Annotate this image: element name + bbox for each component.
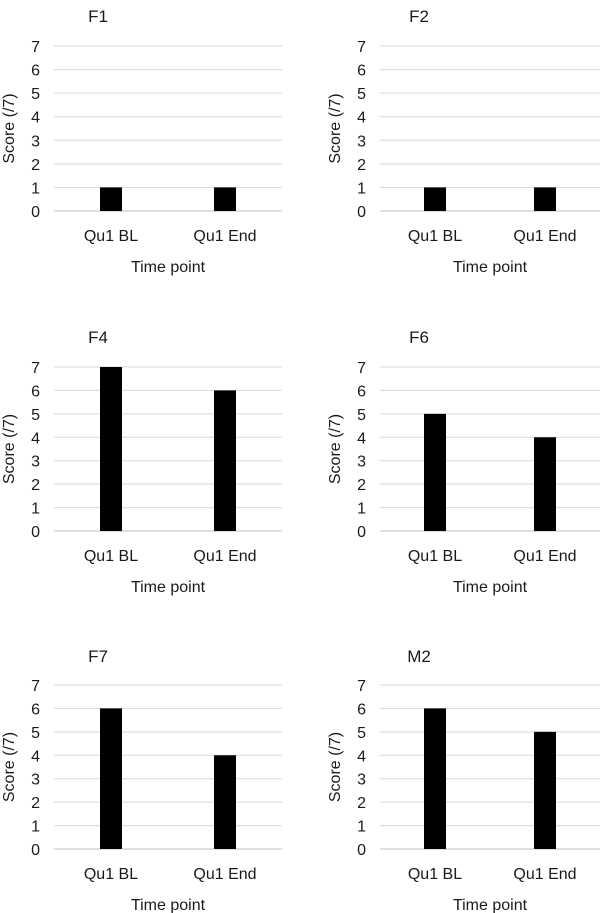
- chart-title: F4: [88, 328, 108, 347]
- bar-qu1-end: [534, 437, 556, 531]
- y-tick-label: 0: [357, 842, 366, 859]
- y-tick-label: 4: [357, 430, 366, 447]
- x-tick-label: Qu1 BL: [408, 228, 462, 245]
- chart-panel-f2: F2 0 1 2 3 4 5 6 7 Qu1 BL Qu1 End Time point Score (…: [327, 7, 600, 276]
- y-tick-label: 5: [31, 725, 40, 742]
- y-tick-label: 4: [31, 110, 40, 127]
- x-tick-label: Qu1 End: [513, 866, 576, 883]
- y-tick-label: 1: [31, 819, 40, 836]
- chart-title: M2: [407, 647, 431, 666]
- bar-qu1-bl: [424, 187, 446, 211]
- y-tick-label: 5: [31, 407, 40, 424]
- x-tick-label: Qu1 BL: [84, 228, 138, 245]
- bar-qu1-end: [534, 731, 556, 849]
- chart-panel-m2: M2 0 1 2 3 4 5 6 7 Qu1 BL Qu1 End Time point Score (…: [327, 647, 600, 913]
- bar-qu1-bl: [100, 708, 122, 849]
- y-tick-label: 2: [31, 795, 40, 812]
- y-tick-label: 5: [357, 725, 366, 742]
- y-tick-label: 0: [31, 204, 40, 221]
- y-tick-label: 4: [31, 430, 40, 447]
- y-tick-label: 4: [357, 748, 366, 765]
- y-tick-label: 7: [31, 678, 40, 695]
- x-tick-label: Qu1 End: [513, 548, 576, 565]
- x-tick-label: Qu1 BL: [408, 866, 462, 883]
- bar-qu1-end: [214, 755, 236, 849]
- y-tick-label: 0: [31, 842, 40, 859]
- y-tick-label: 6: [357, 63, 366, 80]
- x-tick-label: Qu1 End: [513, 228, 576, 245]
- y-axis-label: Score (/7): [327, 93, 344, 163]
- y-tick-label: 4: [31, 748, 40, 765]
- y-tick-label: 5: [31, 86, 40, 103]
- chart-title: F7: [88, 647, 108, 666]
- y-tick-label: 6: [357, 383, 366, 400]
- x-tick-label: Qu1 BL: [408, 548, 462, 565]
- y-tick-label: 0: [357, 204, 366, 221]
- y-tick-label: 3: [357, 772, 366, 789]
- y-tick-label: 7: [31, 360, 40, 377]
- y-tick-label: 1: [31, 180, 40, 197]
- x-axis-label: Time point: [131, 259, 206, 276]
- bar-qu1-end: [214, 187, 236, 211]
- y-tick-label: 7: [357, 39, 366, 56]
- y-tick-label: 1: [31, 501, 40, 518]
- y-tick-label: 0: [31, 524, 40, 541]
- y-tick-label: 7: [357, 678, 366, 695]
- bar-qu1-end: [534, 187, 556, 211]
- y-tick-label: 1: [357, 180, 366, 197]
- y-tick-label: 5: [357, 407, 366, 424]
- y-axis-label: Score (/7): [1, 93, 18, 163]
- y-tick-label: 2: [357, 157, 366, 174]
- chart-panel-f7: F7 0 1 2 3 4 5 6 7 Qu1 BL Qu1 End Time point Score (…: [1, 647, 282, 913]
- chart-title: F1: [88, 7, 108, 26]
- y-axis-label: Score (/7): [327, 732, 344, 802]
- y-tick-label: 3: [31, 772, 40, 789]
- y-tick-label: 0: [357, 524, 366, 541]
- y-axis-label: Score (/7): [1, 414, 18, 484]
- y-tick-label: 2: [31, 157, 40, 174]
- y-tick-label: 1: [357, 501, 366, 518]
- x-axis-label: Time point: [453, 897, 528, 913]
- y-tick-label: 6: [31, 701, 40, 718]
- bar-qu1-bl: [424, 708, 446, 849]
- y-tick-label: 6: [357, 701, 366, 718]
- y-tick-label: 3: [31, 133, 40, 150]
- x-axis-label: Time point: [453, 579, 528, 596]
- chart-title: F2: [409, 7, 429, 26]
- chart-panel-f4: F4 0 1 2 3 4 5 6 7 Qu1 BL Qu1 End Time point Score (…: [1, 328, 282, 596]
- y-tick-label: 3: [357, 454, 366, 471]
- y-tick-label: 2: [31, 477, 40, 494]
- y-tick-label: 3: [357, 133, 366, 150]
- y-tick-label: 7: [357, 360, 366, 377]
- y-tick-label: 6: [31, 383, 40, 400]
- x-axis-label: Time point: [131, 579, 206, 596]
- chart-panel-f6: F6 0 1 2 3 4 5 6 7 Qu1 BL Qu1 End Time point Score (…: [327, 328, 600, 596]
- y-axis-label: Score (/7): [1, 732, 18, 802]
- y-tick-label: 2: [357, 795, 366, 812]
- bar-qu1-end: [214, 390, 236, 531]
- y-tick-label: 4: [357, 110, 366, 127]
- y-tick-label: 6: [31, 63, 40, 80]
- x-axis-label: Time point: [453, 259, 528, 276]
- y-axis-label: Score (/7): [327, 414, 344, 484]
- chart-title: F6: [409, 328, 429, 347]
- bar-qu1-bl: [100, 187, 122, 211]
- y-tick-label: 5: [357, 86, 366, 103]
- y-tick-label: 3: [31, 454, 40, 471]
- y-tick-label: 1: [357, 819, 366, 836]
- x-axis-label: Time point: [131, 897, 206, 913]
- chart-panel-f1: F1 0 1 2 3 4 5 6 7 Qu1 BL Qu1 End Time point Score (…: [1, 7, 282, 276]
- y-tick-label: 2: [357, 477, 366, 494]
- x-tick-label: Qu1 BL: [84, 866, 138, 883]
- bar-qu1-bl: [100, 367, 122, 531]
- bar-qu1-bl: [424, 413, 446, 531]
- x-tick-label: Qu1 BL: [84, 548, 138, 565]
- x-tick-label: Qu1 End: [193, 548, 256, 565]
- y-tick-label: 7: [31, 39, 40, 56]
- x-tick-label: Qu1 End: [193, 866, 256, 883]
- x-tick-label: Qu1 End: [193, 228, 256, 245]
